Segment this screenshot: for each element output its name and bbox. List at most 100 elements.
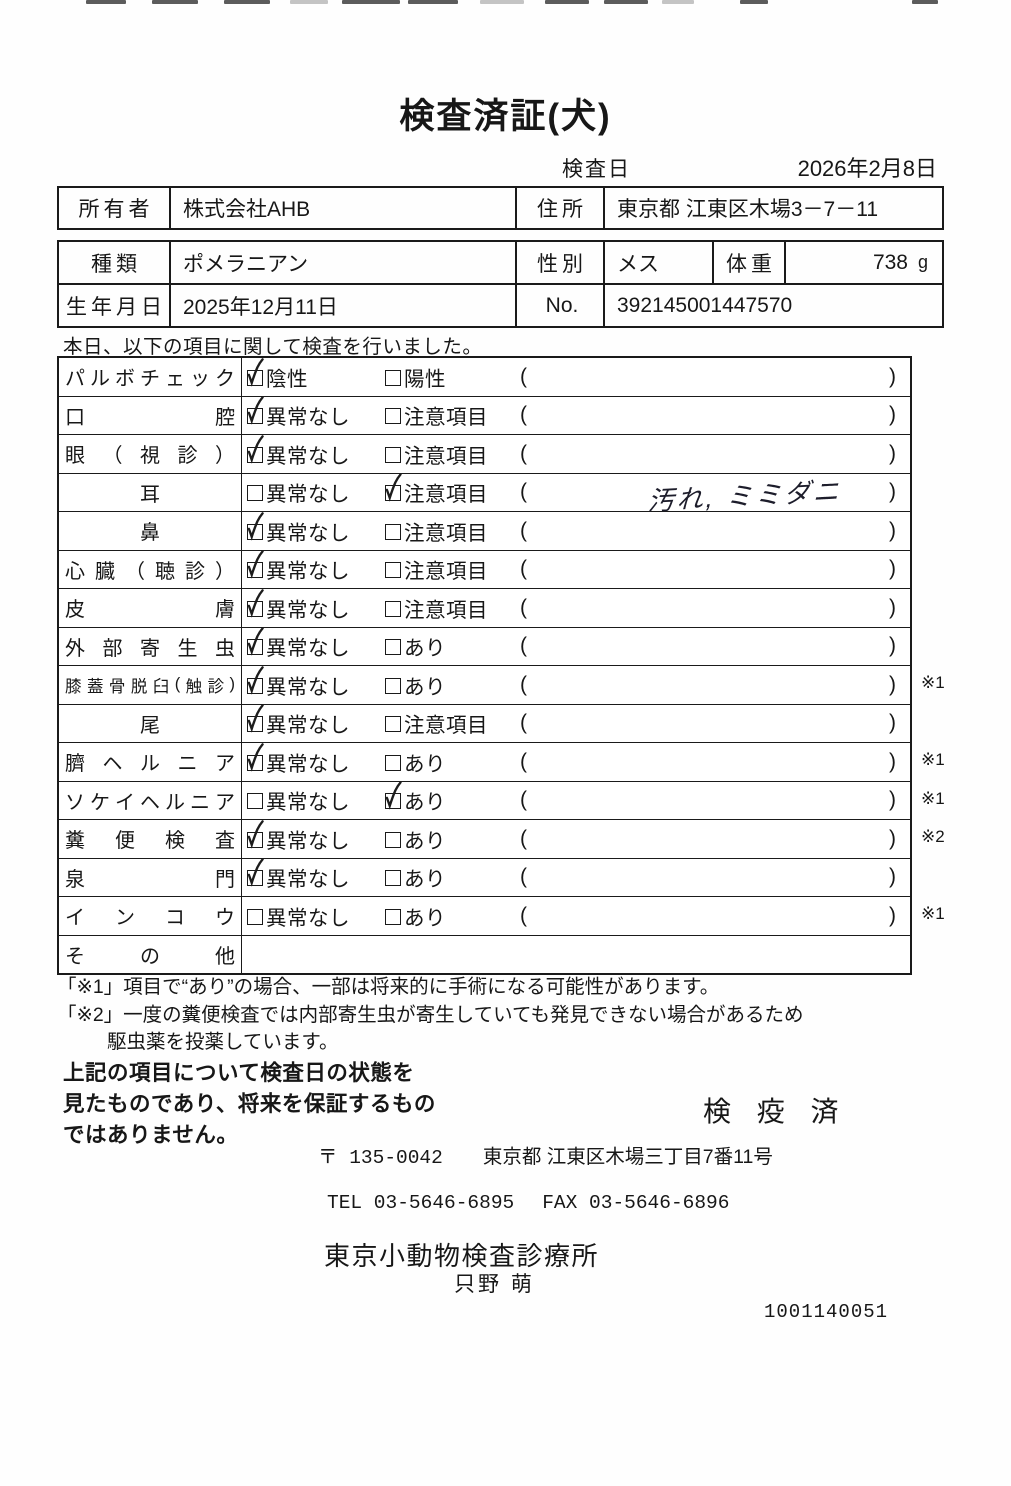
row-content: 異常なし 注意項目 ()	[242, 588, 910, 627]
handwritten-check-icon	[247, 858, 264, 887]
paren-open: (	[520, 711, 527, 735]
clinic-fax: FAX 03-5646-6896	[542, 1192, 730, 1214]
row-label-char: 診	[177, 445, 198, 468]
checked-checkbox	[247, 858, 264, 887]
row-label: 臍ヘルニア	[59, 743, 242, 781]
row-label-char: 皮	[65, 599, 85, 622]
table-row: 糞 便 検 査 異常なし あり () ※2	[59, 819, 945, 859]
option-o2: 注意項目	[385, 708, 520, 738]
option-o1: 異常なし	[247, 785, 385, 815]
option-label: 陽性	[404, 367, 446, 391]
handwritten-check-icon	[247, 704, 264, 733]
option-label: あり	[404, 637, 446, 661]
row-label: 皮膚	[59, 589, 242, 627]
row-label-char: 腔	[215, 406, 235, 429]
reference-mark: ※2	[921, 827, 945, 846]
option-o2: 注意項目	[385, 473, 520, 507]
paren-close: )	[889, 364, 896, 388]
empty-checkbox	[247, 793, 263, 810]
table-row: 膝蓋骨脱臼(触診) 異常なし あり() ※1	[59, 665, 945, 705]
row-label: その他	[59, 935, 242, 973]
row-label-char: 泉	[65, 868, 85, 891]
option-label: 注意項目	[404, 521, 488, 545]
row-content: 異常なし 注意項目 ()	[242, 511, 910, 550]
result-parentheses: (汚れ, ミミダニ)	[520, 476, 910, 516]
row-label-char: 寄	[140, 637, 160, 660]
row-label: 心臓 （ 聴診 ）	[59, 550, 242, 588]
paren-open: (	[520, 557, 527, 581]
pet-birth-label: 生年月日	[66, 295, 166, 319]
paren-close: )	[889, 480, 896, 504]
row-label: 眼 （ 視診 ）	[59, 435, 242, 473]
paren-open: (	[520, 826, 527, 850]
option-o2: あり	[385, 781, 520, 815]
result-parentheses: ()	[520, 827, 910, 851]
checked-checkbox	[247, 511, 264, 541]
result-parentheses: ()	[520, 365, 910, 389]
option-label: 異常なし	[266, 483, 350, 507]
result-parentheses: ()	[520, 711, 910, 735]
option-o2: あり	[385, 862, 520, 892]
option-o1: 陰性	[247, 357, 385, 392]
option-o1: 異常なし	[247, 588, 385, 623]
scan-artifact	[408, 0, 458, 4]
reference-mark: ※1	[921, 904, 945, 923]
row-label-char: 蓋	[86, 677, 104, 696]
empty-checkbox	[385, 639, 401, 656]
clinic-address-line: 〒 135-0042 東京都 江東区木場三丁目7番11号	[318, 1140, 773, 1169]
paren-open: (	[520, 788, 527, 812]
empty-checkbox	[385, 446, 401, 463]
row-label-char: 部	[102, 637, 123, 660]
handwritten-check-icon	[247, 550, 264, 579]
result-parentheses: ()	[520, 750, 910, 774]
empty-checkbox	[385, 831, 401, 848]
row-label: 口腔	[59, 396, 242, 434]
row-label-char: イ	[115, 791, 135, 814]
page-title: 検査済証(犬)	[399, 97, 612, 136]
handwritten-check-icon	[247, 434, 264, 464]
handwritten-check-icon	[247, 819, 264, 849]
document-number: 1001140051	[764, 1301, 889, 1323]
row-content: 異常なし あり ()	[242, 627, 910, 666]
row-label-char: 外	[65, 637, 85, 660]
paren-open: (	[520, 364, 527, 388]
empty-checkbox	[385, 754, 401, 771]
option-o1: 異常なし	[247, 704, 385, 738]
option-o2: あり	[385, 670, 520, 700]
option-label: 陰性	[266, 367, 308, 391]
paren-open: (	[520, 865, 527, 889]
row-label-char: 門	[215, 868, 235, 891]
row-label-char: ル	[165, 791, 185, 814]
option-label: 注意項目	[404, 598, 488, 622]
scan-artifact	[545, 0, 589, 4]
paren-open: (	[520, 441, 527, 465]
option-label: 注意項目	[404, 444, 488, 468]
row-label-char: 視	[140, 445, 160, 468]
option-label: あり	[404, 752, 446, 776]
option-label: あり	[404, 868, 446, 892]
row-label: 膝蓋骨脱臼(触診)	[59, 666, 242, 704]
result-parentheses: ()	[520, 519, 910, 543]
scan-artifact	[224, 0, 270, 4]
option-o2: 注意項目	[385, 516, 520, 546]
table-row: 心臓 （ 聴診 ） 異常なし 注意項目 ()	[59, 550, 910, 589]
row-label-char: ）	[215, 560, 235, 583]
reference-mark: ※1	[921, 788, 945, 808]
row-label: パルボチェック	[59, 358, 242, 396]
row-content: 異常なし あり ()	[242, 897, 910, 935]
option-label: あり	[404, 829, 446, 853]
paren-open: (	[520, 903, 527, 927]
handwritten-check-icon	[247, 511, 264, 541]
row-label-char: ウ	[215, 907, 235, 930]
row-label-char: 膝	[65, 677, 82, 696]
paren-close: )	[889, 749, 896, 773]
paren-close: )	[889, 634, 896, 658]
owner-value: 株式会社AHB	[169, 188, 515, 228]
row-content: 異常なし あり ()	[242, 819, 910, 858]
checked-checkbox	[247, 704, 264, 733]
paren-open: (	[520, 595, 527, 619]
row-label-char: 尾	[140, 714, 160, 737]
disclaimer-text: 上記の項目について検査日の状態を 見たものであり、将来を保証するもの ではありま…	[63, 1058, 436, 1151]
paren-close: )	[889, 518, 896, 542]
result-parentheses: ()	[520, 403, 910, 427]
